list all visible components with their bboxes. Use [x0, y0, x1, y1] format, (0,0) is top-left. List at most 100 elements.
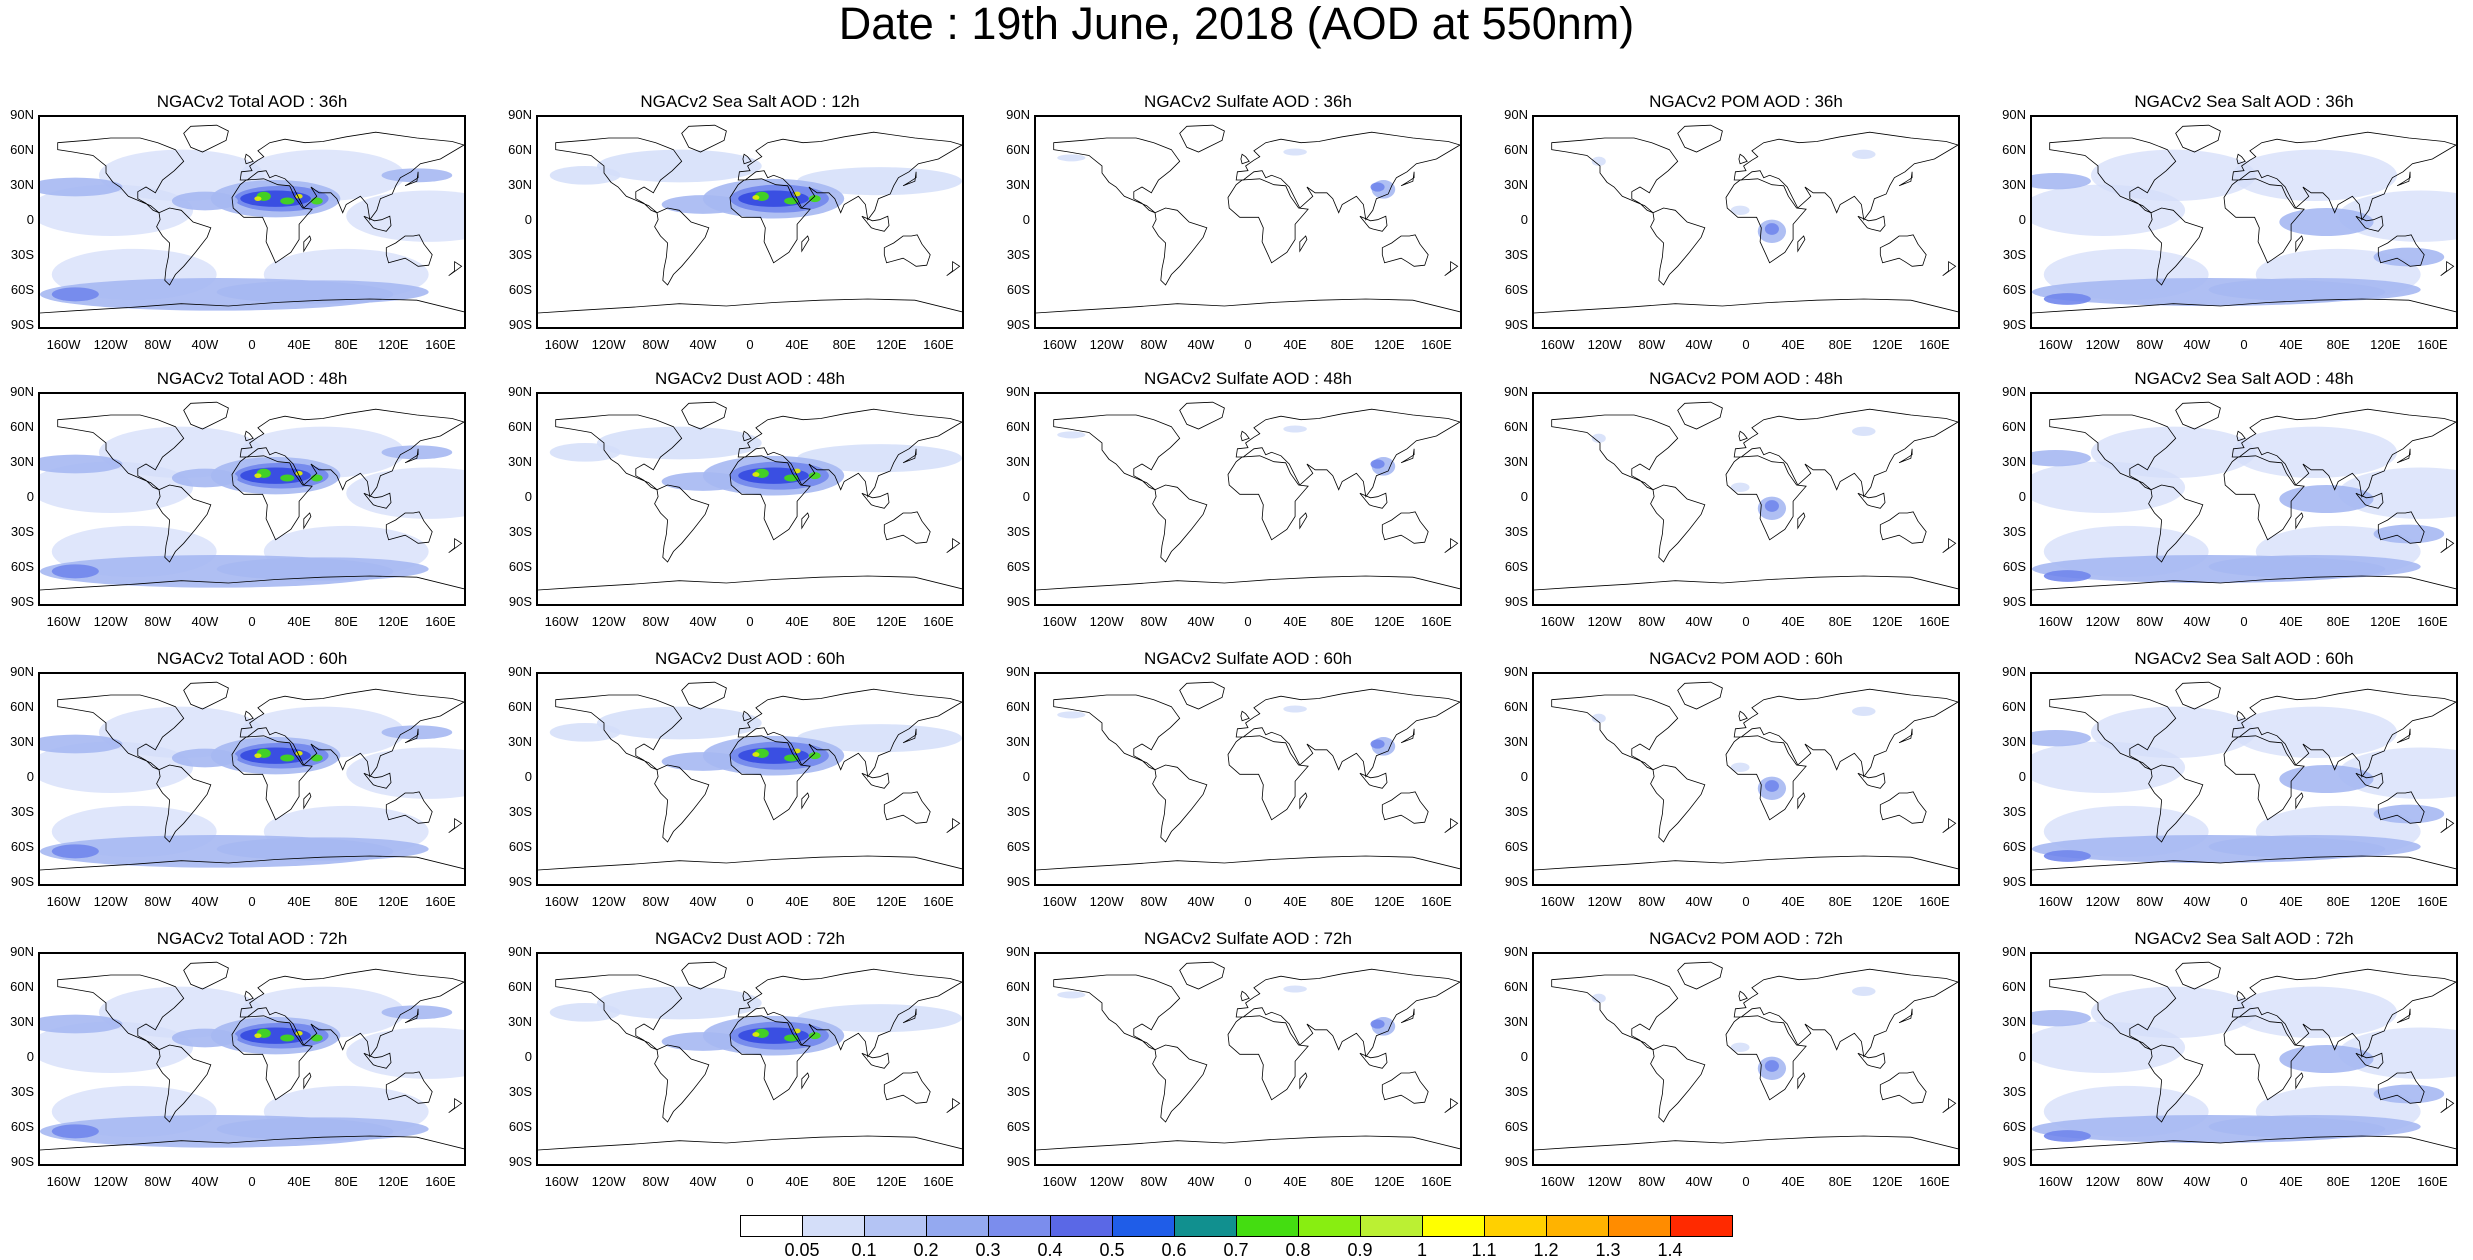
coastline	[742, 153, 752, 165]
coastline	[1299, 1072, 1308, 1090]
coastline	[1677, 681, 1723, 710]
latitude-label: 0	[1022, 212, 1030, 227]
coastline	[1797, 512, 1806, 530]
coastline	[681, 401, 727, 430]
aod-map	[538, 401, 962, 591]
panel-title: NGACv2 Sulfate AOD : 72h	[1144, 929, 1352, 948]
aerosol-plume	[808, 1032, 821, 1040]
colorbar-swatch	[1422, 1215, 1485, 1237]
longitude-label: 160E	[1421, 337, 1452, 352]
aerosol-plume	[280, 197, 295, 205]
aerosol-plume	[51, 564, 99, 579]
coastline	[902, 1008, 917, 1024]
coastline	[2440, 1097, 2455, 1114]
aerosol-plume	[752, 472, 760, 477]
latitude-label: 30N	[10, 454, 34, 469]
longitude-label: 120E	[1872, 337, 1903, 352]
panel-title: NGACv2 Total AOD : 48h	[156, 369, 348, 388]
antarctica-coastline	[40, 1135, 464, 1151]
coastline	[1725, 455, 1807, 541]
antarctica-coastline	[1534, 298, 1958, 314]
longitude-label: 160W	[46, 614, 81, 629]
coastline	[1179, 681, 1225, 710]
coastline	[2377, 791, 2425, 824]
latitude-label: 60S	[2002, 282, 2026, 297]
map-frame	[38, 115, 466, 329]
coastline	[861, 492, 890, 509]
coastline	[2236, 990, 2246, 1002]
latitude-label: 60S	[1006, 839, 1030, 854]
longitude-label: 80E	[334, 614, 358, 629]
longitude-label: 120W	[1587, 337, 1622, 352]
latitude-label: 60N	[508, 699, 532, 714]
coastline	[2148, 207, 2204, 286]
longitude-label: 40W	[1187, 337, 1215, 352]
coastline	[1857, 492, 1886, 509]
longitude-label: 40W	[191, 614, 219, 629]
colorbar-swatch	[1546, 1215, 1609, 1237]
longitude-label: 40E	[1781, 337, 1805, 352]
coastline	[946, 1097, 961, 1114]
colorbar-level-label: 0.5	[1099, 1240, 1125, 1260]
aerosol-plume	[171, 1028, 238, 1048]
antarctica-coastline	[1036, 855, 1460, 871]
longitude-label: 160W	[1540, 337, 1575, 352]
longitude-label: 0	[746, 1174, 754, 1189]
longitude-label: 80W	[2136, 1174, 2164, 1189]
coastline	[239, 131, 464, 221]
latitude-label: 30N	[1504, 454, 1528, 469]
colorbar-level-label: 0.2	[913, 1240, 939, 1260]
latitude-label: 90S	[1504, 594, 1528, 609]
coastline	[2049, 974, 2177, 1051]
longitude-label: 0	[248, 614, 256, 629]
longitude-label: 40E	[287, 614, 311, 629]
longitude-label: 80W	[642, 1174, 670, 1189]
longitude-label: 160W	[46, 894, 81, 909]
colorbar-swatch	[1360, 1215, 1423, 1237]
panel-title: NGACv2 Sea Salt AOD : 60h	[2134, 649, 2354, 668]
coastline	[729, 1015, 811, 1101]
coastline	[1650, 207, 1706, 286]
aerosol-plume	[381, 445, 453, 460]
aod-map	[1036, 961, 1460, 1151]
longitude-label: 0	[1244, 614, 1252, 629]
aerosol-plume	[381, 1005, 453, 1020]
map-panel: NGACv2 POM AOD : 60h 90N 60N 30N 0 30S 60S 90S 1…	[1494, 649, 1974, 914]
latitude-label: 60N	[2002, 419, 2026, 434]
latitude-label: 90N	[1006, 107, 1030, 122]
coastline	[183, 401, 229, 430]
antarctica-coastline	[538, 855, 962, 871]
latitude-label: 90N	[1504, 384, 1528, 399]
antarctica-coastline	[2032, 855, 2456, 871]
aerosol-plume	[2373, 1084, 2445, 1104]
aerosol-plume	[1852, 986, 1876, 996]
latitude-label: 0	[2018, 1049, 2026, 1064]
aerosol-plume	[1057, 991, 1086, 999]
longitude-label: 160E	[1919, 1174, 1950, 1189]
longitude-label: 0	[1742, 1174, 1750, 1189]
coastline	[183, 961, 229, 990]
longitude-label: 0	[2240, 337, 2248, 352]
coastline	[2355, 215, 2384, 232]
aerosol-plume	[1370, 459, 1385, 469]
coastline	[2148, 764, 2204, 843]
aerosol-plume	[1764, 1060, 1779, 1072]
longitude-label: 40W	[2183, 614, 2211, 629]
aod-map	[538, 124, 962, 314]
latitude-label: 90N	[2002, 664, 2026, 679]
longitude-label: 160E	[425, 894, 456, 909]
longitude-label: 160W	[1540, 1174, 1575, 1189]
latitude-label: 60N	[10, 699, 34, 714]
latitude-label: 90N	[10, 384, 34, 399]
latitude-label: 30S	[1006, 524, 1030, 539]
longitude-label: 120W	[1089, 1174, 1124, 1189]
antarctica-coastline	[1036, 575, 1460, 591]
longitude-label: 40W	[1187, 894, 1215, 909]
aerosol-plume	[2279, 208, 2374, 236]
coastline	[2355, 1052, 2384, 1069]
panel-title: NGACv2 POM AOD : 72h	[1649, 929, 1843, 948]
latitude-label: 60S	[10, 559, 34, 574]
longitude-label: 40W	[1685, 614, 1713, 629]
latitude-label: 0	[26, 769, 34, 784]
latitude-label: 90N	[1006, 664, 1030, 679]
